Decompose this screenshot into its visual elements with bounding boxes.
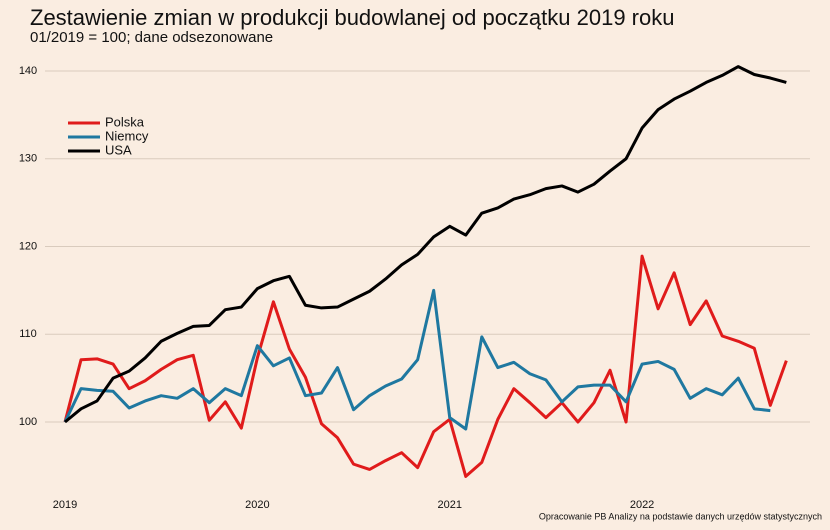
series-line <box>64 65 787 424</box>
y-tick-label: 110 <box>19 328 37 340</box>
y-tick-label: 120 <box>19 240 37 252</box>
legend-label: Polska <box>105 114 145 129</box>
x-tick-label: 2021 <box>437 499 461 511</box>
legend-label: USA <box>105 142 132 157</box>
series-line <box>63 254 788 478</box>
x-tick-label: 2020 <box>245 499 269 511</box>
chart-subtitle: 01/2019 = 100; dane odsezonowane <box>30 29 273 46</box>
y-tick-label: 130 <box>19 153 37 165</box>
source-note: Opracowanie PB Analizy na podstawie dany… <box>539 511 822 521</box>
legend-label: Niemcy <box>105 128 149 143</box>
series-line <box>63 288 771 431</box>
x-tick-label: 2019 <box>53 499 77 511</box>
chart-title: Zestawienie zmian w produkcji budowlanej… <box>30 5 674 30</box>
y-tick-label: 100 <box>19 416 37 428</box>
x-tick-label: 2022 <box>630 499 654 511</box>
y-tick-label: 140 <box>19 65 37 77</box>
